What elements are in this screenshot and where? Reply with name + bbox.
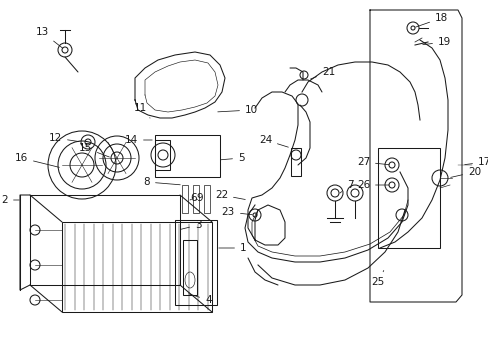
- Bar: [377, 148, 439, 248]
- Text: 15: 15: [79, 143, 109, 157]
- Text: 9: 9: [196, 193, 203, 203]
- Text: 11: 11: [133, 103, 150, 118]
- Text: 24: 24: [258, 135, 288, 147]
- Text: 5: 5: [220, 153, 244, 163]
- Text: 4: 4: [188, 294, 211, 305]
- Text: 18: 18: [415, 13, 447, 27]
- Text: 8: 8: [143, 177, 180, 187]
- Text: 3: 3: [181, 220, 201, 230]
- Bar: [175, 220, 217, 305]
- Text: 27: 27: [356, 157, 388, 167]
- Bar: [182, 185, 187, 213]
- Text: 17: 17: [464, 157, 488, 167]
- Text: 26: 26: [356, 180, 388, 190]
- Text: 10: 10: [217, 105, 258, 115]
- Text: 7: 7: [339, 180, 353, 193]
- Bar: [62, 222, 212, 312]
- Bar: [193, 185, 199, 213]
- Text: 14: 14: [124, 135, 152, 145]
- Text: 21: 21: [310, 67, 335, 79]
- Bar: [203, 185, 209, 213]
- Bar: [290, 148, 301, 176]
- Text: 2: 2: [1, 195, 19, 205]
- Text: 1: 1: [218, 243, 246, 253]
- Text: 19: 19: [422, 37, 450, 47]
- Text: 22: 22: [214, 190, 245, 200]
- Text: 16: 16: [15, 153, 59, 167]
- Text: 23: 23: [221, 207, 252, 217]
- Text: 20: 20: [450, 167, 480, 177]
- Text: 13: 13: [35, 27, 62, 48]
- Bar: [183, 240, 197, 295]
- Text: 6: 6: [190, 193, 197, 203]
- Text: 25: 25: [370, 270, 384, 287]
- Bar: [155, 135, 220, 177]
- Text: 12: 12: [49, 133, 79, 143]
- Bar: [30, 195, 180, 285]
- Bar: [155, 140, 170, 170]
